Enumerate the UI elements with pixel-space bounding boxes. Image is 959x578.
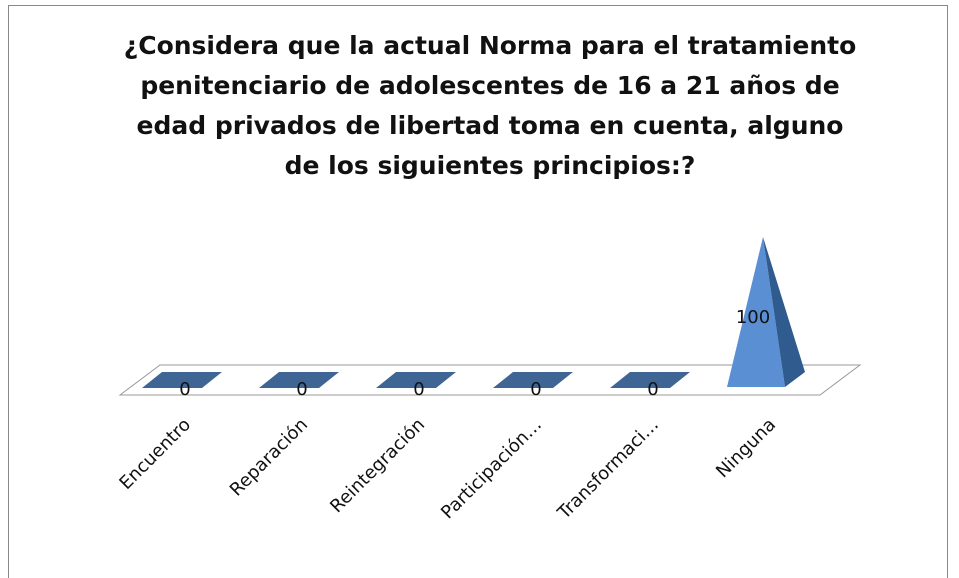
x-tick-label: Reintegración — [326, 414, 429, 517]
data-label: 100 — [736, 307, 770, 328]
chart-title: ¿Considera que la actual Norma para el t… — [123, 31, 857, 180]
flat-mark — [493, 372, 573, 388]
flat-mark — [376, 372, 456, 388]
x-tick-label: Reparación — [226, 414, 312, 500]
data-label: 0 — [413, 379, 424, 400]
x-tick-label: Ninguna — [712, 414, 780, 482]
x-tick-label: Transformaci… — [553, 414, 663, 524]
data-label: 0 — [296, 379, 307, 400]
flat-mark — [610, 372, 690, 388]
data-label: 0 — [179, 379, 190, 400]
chart-frame — [8, 5, 948, 578]
pyramid-side — [763, 237, 805, 387]
data-label: 0 — [647, 379, 658, 400]
pyramid-front — [727, 237, 785, 387]
x-tick-label: Encuentro — [115, 414, 195, 494]
data-label: 0 — [530, 379, 541, 400]
x-tick-label: Participación… — [437, 414, 546, 523]
flat-mark — [259, 372, 339, 388]
flat-mark — [142, 372, 222, 388]
